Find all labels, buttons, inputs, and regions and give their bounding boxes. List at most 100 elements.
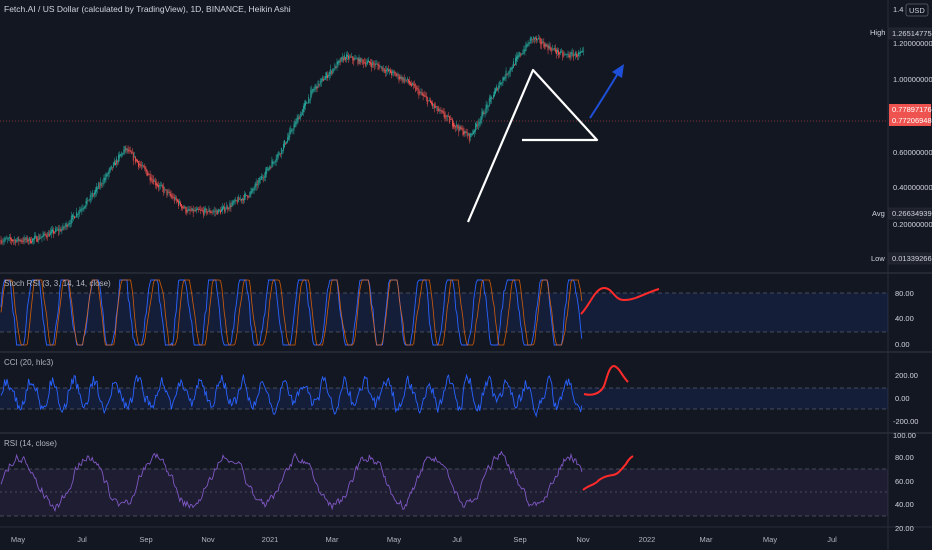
candle-body bbox=[457, 125, 459, 129]
candle-body bbox=[371, 63, 373, 68]
candle-body bbox=[340, 57, 342, 62]
time-axis-label: Jul bbox=[452, 535, 462, 544]
candle-body bbox=[385, 69, 387, 72]
stoch-projection[interactable] bbox=[580, 286, 660, 315]
candle-body bbox=[18, 238, 20, 242]
candle-body bbox=[307, 102, 309, 104]
candle-body bbox=[268, 167, 270, 170]
chart-title: Fetch.AI / US Dollar (calculated by Trad… bbox=[4, 4, 291, 14]
candle-body bbox=[563, 54, 565, 55]
candle-body bbox=[82, 208, 84, 210]
candle-body bbox=[518, 55, 520, 58]
candle-body bbox=[511, 67, 513, 69]
candle-body bbox=[533, 38, 535, 40]
candle-body bbox=[45, 234, 47, 237]
candle-body bbox=[435, 106, 437, 108]
candle-body bbox=[299, 113, 301, 119]
candle-body bbox=[60, 229, 62, 232]
candle-body bbox=[288, 135, 290, 140]
candle-body bbox=[495, 88, 496, 94]
time-axis[interactable]: May Jul Sep Nov 2021 Mar May Jul Sep Nov 2022 Mar Ma… bbox=[11, 535, 837, 544]
candle-body bbox=[559, 52, 561, 55]
low-value-box bbox=[888, 252, 932, 265]
triangle-drawing[interactable] bbox=[466, 68, 599, 223]
candle-body bbox=[497, 88, 499, 91]
candle-body bbox=[463, 131, 465, 135]
candle-body bbox=[557, 49, 558, 52]
candle-body bbox=[465, 131, 467, 134]
candle-body bbox=[90, 196, 92, 198]
cci-projection[interactable] bbox=[583, 364, 629, 396]
currency-badge[interactable] bbox=[905, 3, 929, 17]
candle-body bbox=[191, 208, 193, 211]
candle-body bbox=[528, 43, 530, 45]
candle-body bbox=[336, 61, 338, 68]
candle-body bbox=[50, 230, 52, 234]
candle-body bbox=[343, 55, 345, 60]
candle-body bbox=[6, 238, 8, 240]
candle-body bbox=[309, 99, 311, 101]
candle-body bbox=[509, 67, 511, 73]
candle-body bbox=[409, 80, 410, 84]
candle-body bbox=[141, 165, 143, 167]
candle-body bbox=[59, 228, 61, 231]
candle-body bbox=[246, 195, 248, 196]
candle-body bbox=[116, 158, 117, 165]
candle-body bbox=[400, 76, 402, 79]
candle-body bbox=[58, 229, 60, 232]
candle-body bbox=[107, 172, 109, 176]
candle-body bbox=[514, 64, 515, 66]
candle-body bbox=[167, 191, 169, 193]
candle-body bbox=[422, 93, 424, 96]
rsi-projection[interactable] bbox=[582, 455, 634, 491]
candle-body bbox=[486, 104, 488, 109]
candle-body bbox=[80, 208, 82, 212]
candle-body bbox=[281, 150, 283, 151]
candle-body bbox=[128, 150, 130, 151]
candle-body bbox=[104, 177, 106, 181]
candle-body bbox=[454, 125, 456, 127]
candle-body bbox=[551, 48, 553, 50]
candle-body bbox=[209, 210, 211, 213]
candle-body bbox=[136, 159, 137, 161]
time-axis-label: Sep bbox=[513, 535, 526, 544]
candle-body bbox=[342, 57, 344, 61]
candle-body bbox=[225, 209, 227, 210]
candle-body bbox=[522, 52, 524, 55]
candle-body bbox=[554, 48, 556, 52]
candle-body bbox=[314, 86, 316, 90]
candle-body bbox=[162, 185, 164, 188]
candle-body bbox=[388, 69, 389, 72]
candle-body bbox=[227, 207, 229, 210]
candle-body bbox=[467, 133, 469, 135]
candle-body bbox=[272, 161, 274, 164]
candle-body bbox=[546, 45, 548, 47]
stoch-d-line bbox=[0, 279, 583, 346]
candle-body bbox=[300, 114, 302, 116]
candle-body bbox=[361, 59, 363, 61]
candle-body bbox=[78, 212, 80, 215]
candle-body bbox=[532, 36, 534, 40]
candle-body bbox=[322, 78, 324, 81]
candle-body bbox=[489, 96, 491, 103]
candle-body bbox=[212, 211, 214, 213]
rsi-band-fill bbox=[0, 469, 888, 516]
candle-body bbox=[405, 79, 407, 81]
candle-body bbox=[140, 164, 142, 166]
candle-body bbox=[143, 165, 145, 168]
rsi-tick: 100.00 bbox=[893, 431, 916, 440]
candle-body bbox=[391, 71, 393, 75]
candle-body bbox=[525, 42, 527, 51]
candle-body bbox=[475, 122, 477, 132]
time-axis-label: Nov bbox=[576, 535, 590, 544]
stoch-tick: 0.00 bbox=[895, 340, 910, 349]
stoch-k-line bbox=[0, 279, 583, 347]
candle-body bbox=[537, 38, 538, 40]
candle-body bbox=[549, 46, 551, 50]
candle-body bbox=[184, 206, 186, 208]
candle-body bbox=[353, 58, 355, 62]
candle-body bbox=[217, 209, 219, 213]
candle-body bbox=[376, 63, 378, 65]
candle-body bbox=[474, 130, 475, 133]
